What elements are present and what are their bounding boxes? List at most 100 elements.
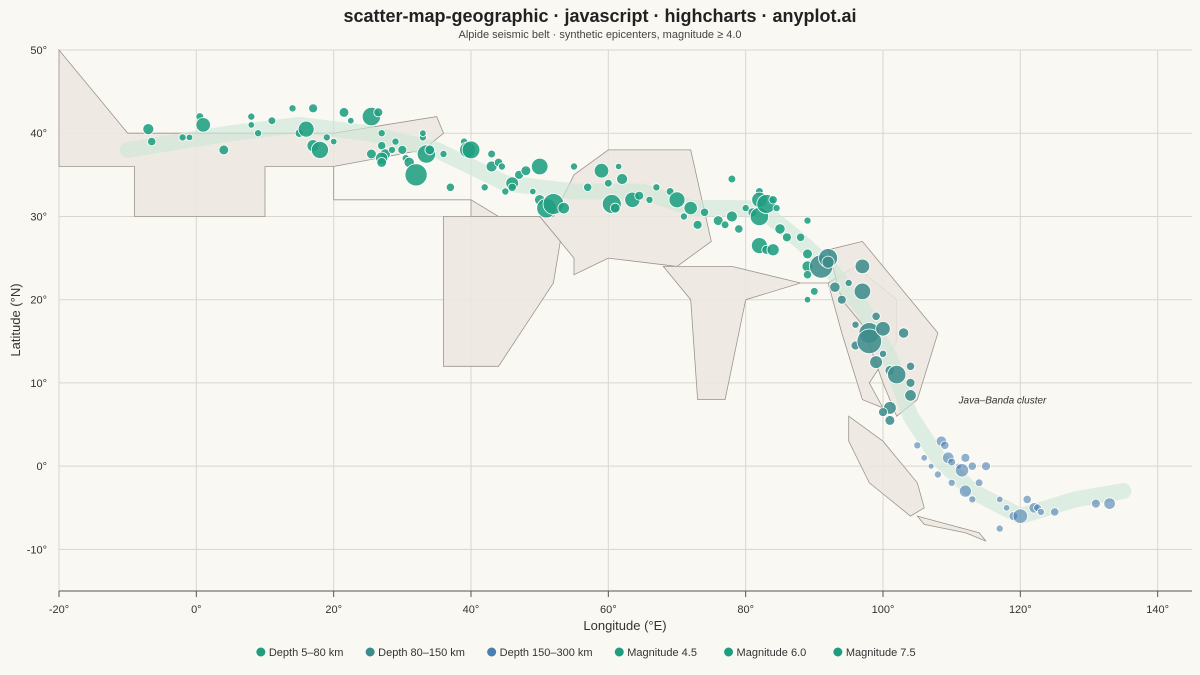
- epicenter-point: [809, 287, 819, 296]
- epicenter-point: [768, 195, 778, 205]
- epicenter-point: [247, 121, 255, 129]
- epicenter-point: [968, 495, 977, 504]
- legend-marker: [365, 647, 375, 657]
- epicenter-point: [954, 463, 970, 478]
- epicenter-point: [616, 173, 628, 185]
- epicenter-point: [297, 120, 315, 138]
- epicenter-point: [782, 232, 792, 243]
- epicenter-point: [981, 461, 991, 472]
- epicenter-point: [927, 462, 935, 470]
- y-tick-label: -10°: [27, 544, 47, 556]
- legend-item-label: Magnitude 7.5: [846, 647, 916, 659]
- epicenter-point: [692, 219, 703, 230]
- land-polygon: [916, 515, 987, 542]
- epicenter-point: [905, 361, 916, 371]
- epicenter-point: [424, 144, 436, 156]
- legend-marker: [256, 647, 266, 657]
- epicenter-point: [529, 187, 537, 196]
- epicenter-point: [178, 133, 187, 142]
- legend-item-label: Depth 80–150 km: [378, 647, 465, 659]
- x-tick-label: -20°: [49, 604, 69, 616]
- epicenter-point: [520, 165, 532, 177]
- epicenter-point: [387, 145, 396, 154]
- epicenter-point: [322, 133, 331, 142]
- epicenter-point: [609, 202, 621, 214]
- epicenter-point: [871, 311, 881, 321]
- epicenter-point: [614, 162, 623, 171]
- epicenter-point: [958, 484, 972, 498]
- epicenter-point: [1091, 498, 1101, 509]
- epicenter-point: [480, 183, 489, 192]
- legend-marker: [724, 647, 734, 657]
- epicenter-point: [288, 104, 297, 113]
- epicenter-point: [218, 144, 230, 156]
- x-tick-label: 80°: [737, 604, 754, 616]
- epicenter-point: [940, 440, 950, 450]
- epicenter-point: [593, 162, 610, 179]
- epicenter-point: [802, 270, 813, 280]
- epicenter-point: [734, 224, 744, 234]
- epicenter-point: [1036, 507, 1045, 516]
- epicenter-point: [920, 454, 928, 462]
- epicenter-point: [960, 452, 971, 463]
- epicenter-point: [652, 183, 661, 192]
- epicenter-point: [1022, 494, 1032, 504]
- legend-marker: [833, 647, 843, 657]
- epicenter-point: [487, 149, 496, 159]
- y-tick-label: 10°: [30, 378, 47, 390]
- epicenter-point: [967, 461, 977, 471]
- chart-title: scatter-map-geographic · javascript · hi…: [343, 6, 856, 26]
- epicenter-point: [557, 201, 570, 215]
- epicenter-point: [570, 162, 579, 171]
- epicenter-point: [974, 478, 984, 488]
- x-tick-label: 100°: [872, 604, 895, 616]
- epicenter-point: [712, 215, 724, 226]
- epicenter-point: [727, 174, 737, 184]
- epicenter-point: [772, 204, 781, 213]
- epicenter-point: [377, 129, 386, 138]
- epicenter-point: [803, 216, 812, 225]
- epicenter-point: [879, 349, 888, 358]
- java-banda-annotation: Java–Banda cluster: [958, 396, 1048, 407]
- land-polygon: [58, 48, 712, 276]
- legend-item-label: Magnitude 4.5: [627, 647, 697, 659]
- y-tick-label: 0°: [36, 461, 47, 473]
- epicenter-point: [330, 137, 338, 146]
- land-polygon: [443, 216, 561, 367]
- epicenter-point: [195, 117, 211, 133]
- legend: Depth 5–80 km Depth 80–150 km Depth 150–30…: [256, 647, 916, 659]
- legend-item-label: Depth 5–80 km: [269, 647, 344, 659]
- x-tick-label: 140°: [1146, 604, 1169, 616]
- epicenter-point: [645, 195, 654, 204]
- epicenter-point: [497, 162, 506, 171]
- epicenter-point: [419, 129, 427, 137]
- epicenter-point: [247, 112, 256, 121]
- epicenter-point: [461, 140, 481, 160]
- epicenter-point: [933, 470, 942, 479]
- epicenter-point: [699, 207, 710, 217]
- epicenter-point: [310, 140, 329, 159]
- epicenter-point: [854, 258, 871, 275]
- epicenter-point: [1050, 507, 1060, 517]
- epicenter-point: [1002, 504, 1011, 512]
- epicenter-point: [774, 223, 786, 235]
- epicenter-point: [583, 182, 593, 192]
- epicenter-point: [366, 148, 377, 160]
- x-axis-title: Longitude (°E): [583, 618, 666, 633]
- epicenter-point: [308, 103, 319, 114]
- epicenter-point: [905, 377, 916, 388]
- epicenter-point: [766, 243, 780, 257]
- epicenter-point: [668, 191, 686, 209]
- epicenter-point: [397, 144, 408, 155]
- epicenter-point: [1103, 497, 1116, 510]
- epicenter-point: [851, 320, 860, 329]
- y-tick-label: 50°: [30, 45, 47, 57]
- legend-marker: [614, 647, 624, 657]
- legend-marker: [487, 647, 497, 657]
- epicenter-point: [634, 190, 645, 201]
- y-tick-label: 30°: [30, 211, 47, 223]
- epicenter-point: [853, 282, 872, 301]
- epicenter-point: [373, 107, 384, 118]
- epicenter-point: [795, 232, 806, 242]
